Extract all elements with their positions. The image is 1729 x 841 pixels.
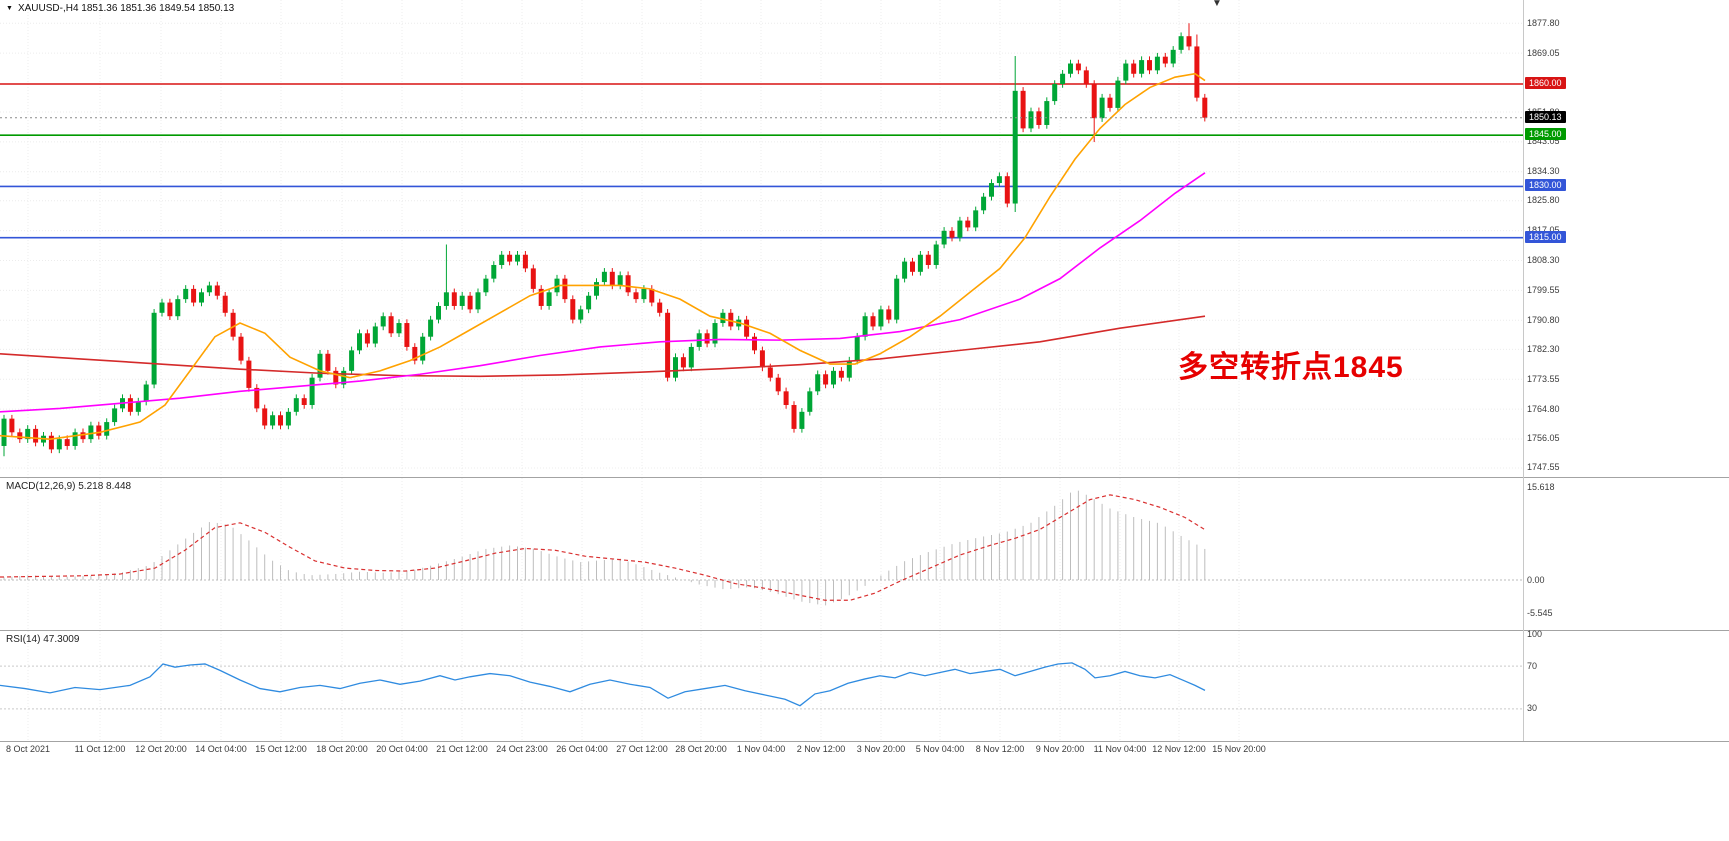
auto-scroll-icon[interactable]: ▼ [1212,0,1222,9]
price-level-badge-1830.00: 1830.00 [1525,179,1566,192]
time-axis-label: 27 Oct 12:00 [616,744,668,754]
time-axis-label: 8 Oct 2021 [5,744,51,754]
time-axis-separator [0,741,1729,742]
rsi-axis-label: 70 [1527,660,1538,671]
time-axis-label: 1 Nov 04:00 [736,744,786,754]
panel-separator[interactable] [0,630,1729,631]
chart-grid [0,0,1523,477]
time-axis-label: 20 Oct 04:00 [376,744,428,754]
ma-fast-line [0,72,1206,440]
macd-panel-canvas[interactable] [0,478,1523,630]
time-axis-label: 26 Oct 04:00 [556,744,608,754]
price-axis-label: 1817.05 [1527,225,1560,235]
macd-axis-label: -5.545 [1527,607,1553,618]
price-axis-label: 1825.80 [1527,195,1560,206]
macd-indicator-label: MACD(12,26,9) 5.218 8.448 [6,481,132,492]
price-axis-label: 1756.05 [1527,433,1560,444]
price-axis-label: 1764.80 [1527,403,1560,414]
macd-axis-label: 15.618 [1527,481,1555,492]
symbol-ohlc-text: XAUUSD-,H4 1851.36 1851.36 1849.54 1850.… [17,3,235,14]
price-axis-label: 1747.55 [1527,462,1560,473]
time-axis-label: 3 Nov 20:00 [856,744,906,754]
macd-histogram [3,490,1206,606]
time-axis-label: 18 Oct 20:00 [316,744,368,754]
symbol-dropdown-icon[interactable]: ▼ [6,5,13,12]
panel-separator[interactable] [0,477,1729,478]
macd-signal-line [0,494,1206,601]
time-axis-label: 11 Nov 04:00 [1093,744,1147,754]
price-level-badge-1860.00: 1860.00 [1525,77,1566,89]
price-axis-label: 1869.05 [1527,47,1560,58]
time-axis-label: 14 Oct 04:00 [195,744,247,754]
rsi-indicator-label: RSI(14) 47.3009 [6,634,80,645]
rsi-line [0,662,1206,707]
time-axis-label: 9 Nov 20:00 [1035,744,1085,754]
symbol-header: ▼ XAUUSD-,H4 1851.36 1851.36 1849.54 185… [6,3,234,14]
time-axis-label: 2 Nov 12:00 [796,744,846,754]
price-axis-label: 1790.80 [1527,314,1560,325]
price-level-badge-1815.00: 1815.00 [1525,230,1566,243]
price-axis-label: 1877.80 [1527,17,1560,28]
time-axis-label: 11 Oct 12:00 [74,744,126,754]
time-axis-label: 24 Oct 23:00 [496,744,548,754]
time-axis-label: 28 Oct 20:00 [675,744,727,754]
macd-axis-label: 0.00 [1527,574,1545,585]
time-axis-label: 21 Oct 12:00 [436,744,488,754]
axis-divider [1523,0,1524,741]
time-axis-label: 15 Oct 12:00 [255,744,307,754]
candles-series [1,23,1208,457]
price-axis-label: 1843.05 [1527,136,1560,147]
price-level-badge-1845.00: 1845.00 [1525,128,1566,141]
price-axis-label: 1799.55 [1527,284,1560,295]
price-axis-label: 1834.30 [1527,166,1560,177]
current-price-badge: 1850.13 [1525,110,1566,123]
rsi-panel-canvas[interactable] [0,631,1523,741]
price-axis-label: 1808.30 [1527,255,1560,266]
ma-slow-line [0,315,1206,378]
time-axis-label: 8 Nov 12:00 [975,744,1025,754]
time-axis-label: 12 Nov 12:00 [1152,744,1206,754]
time-axis-label: 5 Nov 04:00 [915,744,965,754]
price-axis-label: 1782.30 [1527,343,1560,354]
time-axis-label: 15 Nov 20:00 [1212,744,1266,754]
time-axis-label: 12 Oct 20:00 [135,744,187,754]
rsi-axis-label: 30 [1527,703,1538,714]
ma-mid-line [0,172,1206,413]
rsi-axis-label: 100 [1527,628,1543,639]
price-chart-canvas[interactable] [0,0,1523,477]
annotation-text[interactable]: 多空转折点1845 [1178,351,1404,384]
price-axis-label: 1773.55 [1527,373,1560,384]
